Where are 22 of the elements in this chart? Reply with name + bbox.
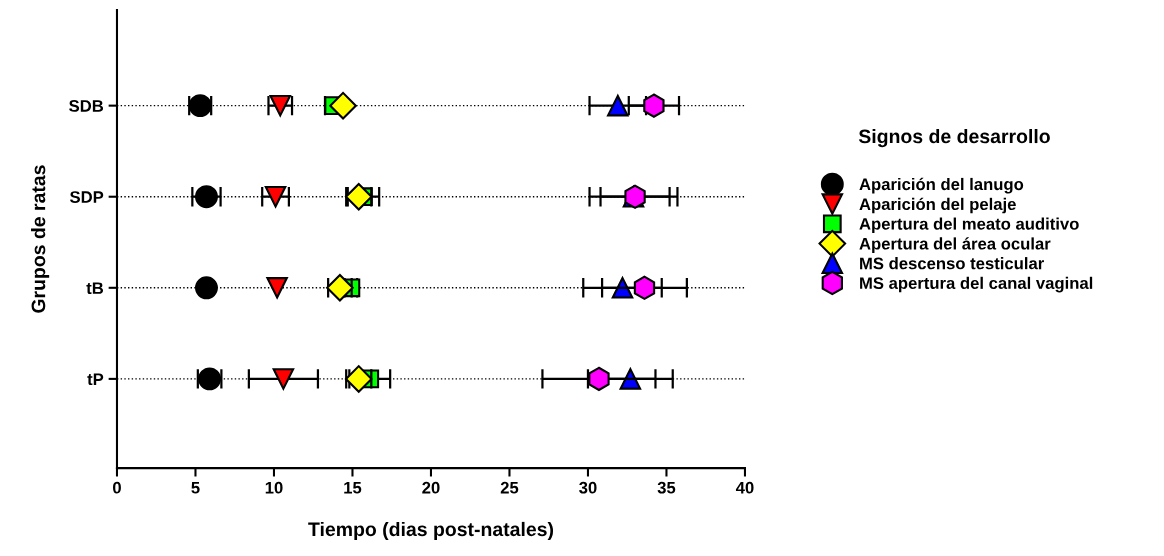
legend-label: Apertura del meato auditivo <box>859 217 1079 234</box>
legend-label: Apertura del área ocular <box>859 237 1051 253</box>
x-tick-label: 5 <box>191 481 200 494</box>
x-tick-label: 30 <box>579 481 597 494</box>
x-tick-label: 20 <box>422 481 440 494</box>
legend-label: MS descenso testicular <box>860 257 1044 270</box>
x-tick-label: 15 <box>344 481 362 494</box>
y-axis-title: Grupos de ratas <box>31 165 50 313</box>
y-tick-label: tP <box>87 373 104 386</box>
y-tick-label: SDP <box>70 191 104 203</box>
x-tick-label: 25 <box>500 481 519 494</box>
legend-label: Aparición del lanugo <box>859 177 1024 194</box>
x-tick-label: 10 <box>265 481 283 494</box>
x-axis-title: Tiempo (dias post-natales) <box>308 521 554 541</box>
x-tick-label: 35 <box>657 481 676 494</box>
y-tick-label: SDB <box>69 100 104 112</box>
legend-label: Aparición del pelaje <box>859 197 1016 214</box>
x-tick-label: 0 <box>113 481 121 494</box>
legend-label: MS apertura del canal vaginal <box>860 276 1093 293</box>
x-tick-label: 40 <box>735 481 754 494</box>
legend-title: Signos de desarrollo <box>858 128 1050 148</box>
y-tick-label: tB <box>86 282 104 294</box>
